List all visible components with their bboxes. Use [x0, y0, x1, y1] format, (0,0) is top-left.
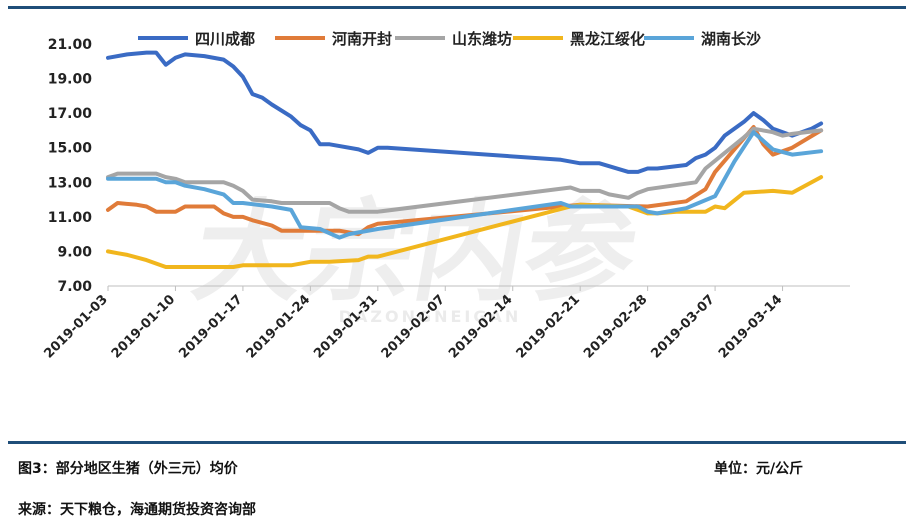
series-line — [106, 126, 824, 214]
x-tick-label: 2019-03-14 — [716, 292, 785, 361]
y-tick-label: 13.00 — [48, 175, 93, 191]
legend-label: 湖南长沙 — [701, 30, 761, 48]
unit-caption: 单位：元/公斤 — [714, 461, 804, 477]
x-tick-label: 2019-01-10 — [109, 292, 178, 361]
source-caption: 来源：天下粮仓，海通期货投资咨询部 — [18, 502, 256, 518]
top-rule — [8, 6, 906, 9]
y-tick-label: 7.00 — [57, 279, 92, 295]
watermark-logo-text: 大宗内参 — [184, 189, 647, 317]
legend-label: 山东潍坊 — [452, 30, 512, 48]
y-tick-label: 17.00 — [48, 106, 93, 122]
x-tick-label: 2019-03-07 — [649, 292, 718, 361]
bottom-rule — [8, 441, 906, 444]
watermark-sub-text: DAZONGNEIGAN — [339, 307, 522, 326]
watermark: 大宗内参 DAZONGNEIGAN — [184, 189, 647, 326]
x-tick-label: 2019-01-03 — [41, 292, 110, 361]
series-line — [106, 125, 824, 237]
y-tick-label: 9.00 — [57, 244, 92, 260]
price-line-chart: 大宗内参 DAZONGNEIGAN 21.00 19.00 17.00 15.00 13… — [41, 30, 850, 362]
series-lines — [106, 50, 824, 269]
figure-caption: 图3：部分地区生猪（外三元）均价 — [18, 461, 238, 477]
legend: 四川成都 河南开封 山东潍坊 黑龙江绥化 湖南长沙 — [138, 30, 761, 48]
series-line — [106, 50, 824, 174]
y-tick-label: 19.00 — [48, 72, 93, 88]
y-tick-label: 11.00 — [48, 210, 93, 226]
series-line — [106, 175, 824, 269]
legend-label: 河南开封 — [332, 30, 392, 48]
legend-label: 黑龙江绥化 — [570, 30, 645, 48]
legend-label: 四川成都 — [195, 30, 255, 48]
y-tick-label: 21.00 — [48, 37, 93, 53]
y-tick-label: 15.00 — [48, 141, 93, 157]
series-line — [106, 130, 824, 240]
